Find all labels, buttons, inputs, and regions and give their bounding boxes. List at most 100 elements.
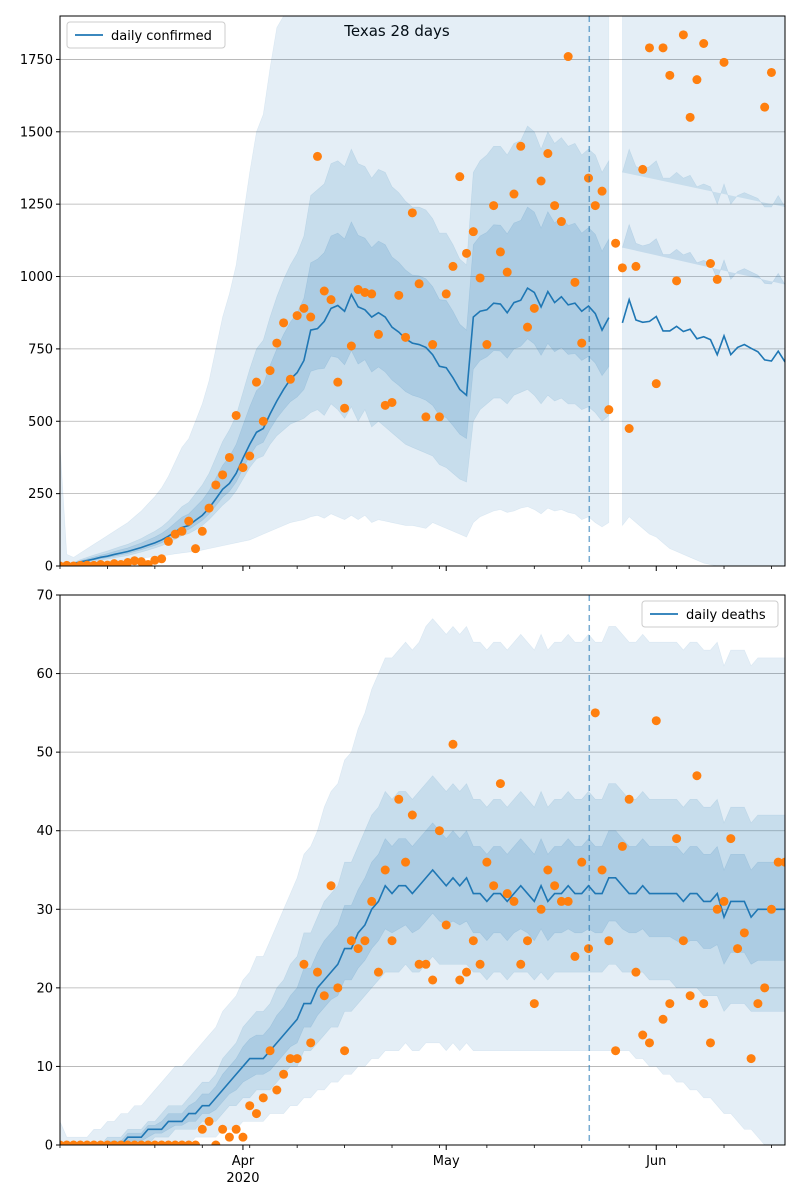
observed-point [556, 217, 566, 227]
y-tick-label: 1750 [20, 53, 53, 68]
observed-point [617, 841, 627, 851]
observed-point [434, 826, 444, 836]
observed-point [0, 936, 5, 945]
observed-point [441, 920, 451, 930]
observed-point [62, 560, 72, 566]
observed-point [191, 544, 201, 554]
observed-point [475, 273, 485, 283]
figure-title: Texas 28 days [343, 22, 450, 40]
observed-point [584, 944, 594, 954]
observed-point [89, 1140, 99, 1145]
observed-point [211, 480, 221, 490]
series-line-fit [621, 297, 785, 363]
uncertainty-band-inner [60, 822, 785, 1145]
observed-point [224, 1132, 234, 1142]
observed-point [319, 991, 329, 1001]
observed-point [0, 724, 5, 733]
observed-point [75, 1140, 85, 1145]
observed-point [312, 967, 322, 977]
observed-point [367, 289, 377, 299]
observed-point [401, 857, 411, 867]
observed-point [577, 338, 587, 348]
legend-box [66, 21, 226, 49]
observed-point [353, 285, 363, 295]
observed-point [265, 366, 275, 376]
observed-point [611, 238, 621, 248]
observed-point [306, 1038, 316, 1048]
observed-point [123, 558, 133, 566]
observed-point [394, 290, 404, 300]
observed-point [760, 102, 770, 112]
observed-point [712, 904, 722, 914]
observed-point [597, 865, 607, 875]
observed-point [672, 276, 682, 286]
observed-point [766, 67, 776, 77]
observed-point [604, 405, 614, 415]
observed-point [434, 412, 444, 422]
observed-point [678, 936, 688, 946]
observed-point [672, 834, 682, 844]
observed-point [407, 810, 417, 820]
observed-point [563, 896, 573, 906]
observed-point [123, 1140, 133, 1145]
observed-point [502, 267, 512, 277]
x-tick-label: May [433, 1154, 460, 1169]
observed-point [360, 936, 370, 946]
observed-point [82, 1140, 92, 1145]
observed-point [631, 967, 641, 977]
observed-point [665, 70, 675, 80]
observed-point [462, 248, 472, 258]
observed-point [685, 112, 695, 122]
observed-point [89, 560, 99, 566]
observed-point [0, 889, 5, 898]
legend-label: daily deaths [686, 608, 766, 623]
observed-point [143, 560, 153, 566]
observed-point [245, 451, 255, 461]
observed-point [177, 1140, 187, 1145]
observed-point [306, 312, 316, 322]
observed-point [407, 208, 417, 218]
observed-point [705, 1038, 715, 1048]
observed-point [0, 968, 5, 977]
observed-point [373, 967, 383, 977]
observed-point [428, 340, 438, 350]
observed-point [468, 936, 478, 946]
observed-point [380, 865, 390, 875]
observed-point [468, 227, 478, 237]
observed-point [346, 936, 356, 946]
observed-point [109, 1140, 119, 1145]
observed-point [699, 999, 709, 1009]
observed-point [150, 1140, 160, 1145]
observed-point [258, 1093, 268, 1103]
observed-point [69, 561, 79, 566]
observed-point [163, 1140, 173, 1145]
observed-point [238, 1132, 248, 1142]
observed-point [658, 43, 668, 53]
observed-point [150, 555, 160, 565]
uncertainty-band-inner [622, 223, 785, 285]
observed-point [509, 896, 519, 906]
observed-point [231, 1124, 241, 1134]
observed-point [563, 52, 573, 62]
observed-point [251, 1109, 261, 1119]
observed-point [204, 503, 214, 513]
observed-point [130, 1140, 140, 1145]
observed-point [184, 1140, 194, 1145]
observed-point [692, 771, 702, 781]
observed-point [299, 959, 309, 969]
observed-point [333, 377, 343, 387]
observed-point [638, 1030, 648, 1040]
observed-point [489, 881, 499, 891]
observed-point [191, 1140, 201, 1145]
observed-point [766, 904, 776, 914]
observed-point [482, 340, 492, 350]
observed-point [753, 999, 763, 1009]
observed-point [285, 374, 295, 384]
x-tick-label: Jun [645, 1154, 666, 1169]
observed-point [204, 1116, 214, 1126]
observed-point [651, 379, 661, 389]
axes-frame [59, 594, 786, 1146]
observed-point [495, 247, 505, 257]
observed-point [238, 463, 248, 473]
